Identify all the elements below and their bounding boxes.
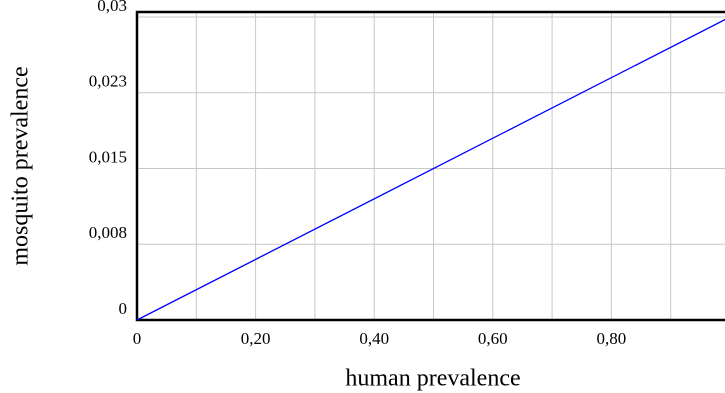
y-tick-label: 0,03	[97, 0, 127, 15]
x-tick-label: 0	[133, 329, 142, 348]
y-axis-title: mosquito prevalence	[8, 66, 34, 265]
plot-frame	[135, 10, 725, 322]
x-tick-label: 0,60	[478, 329, 508, 348]
x-axis-title: human prevalence	[345, 366, 520, 392]
x-tick-label: 0,40	[359, 329, 389, 348]
x-tick-label: 0,80	[597, 329, 627, 348]
y-tick-label: 0,008	[89, 223, 127, 242]
y-tick-label: 0,023	[89, 72, 127, 91]
data-line	[136, 18, 725, 321]
x-tick-label: 0,20	[241, 329, 271, 348]
y-tick-label: 0,015	[89, 147, 127, 166]
y-tick-label: 0	[119, 299, 128, 318]
